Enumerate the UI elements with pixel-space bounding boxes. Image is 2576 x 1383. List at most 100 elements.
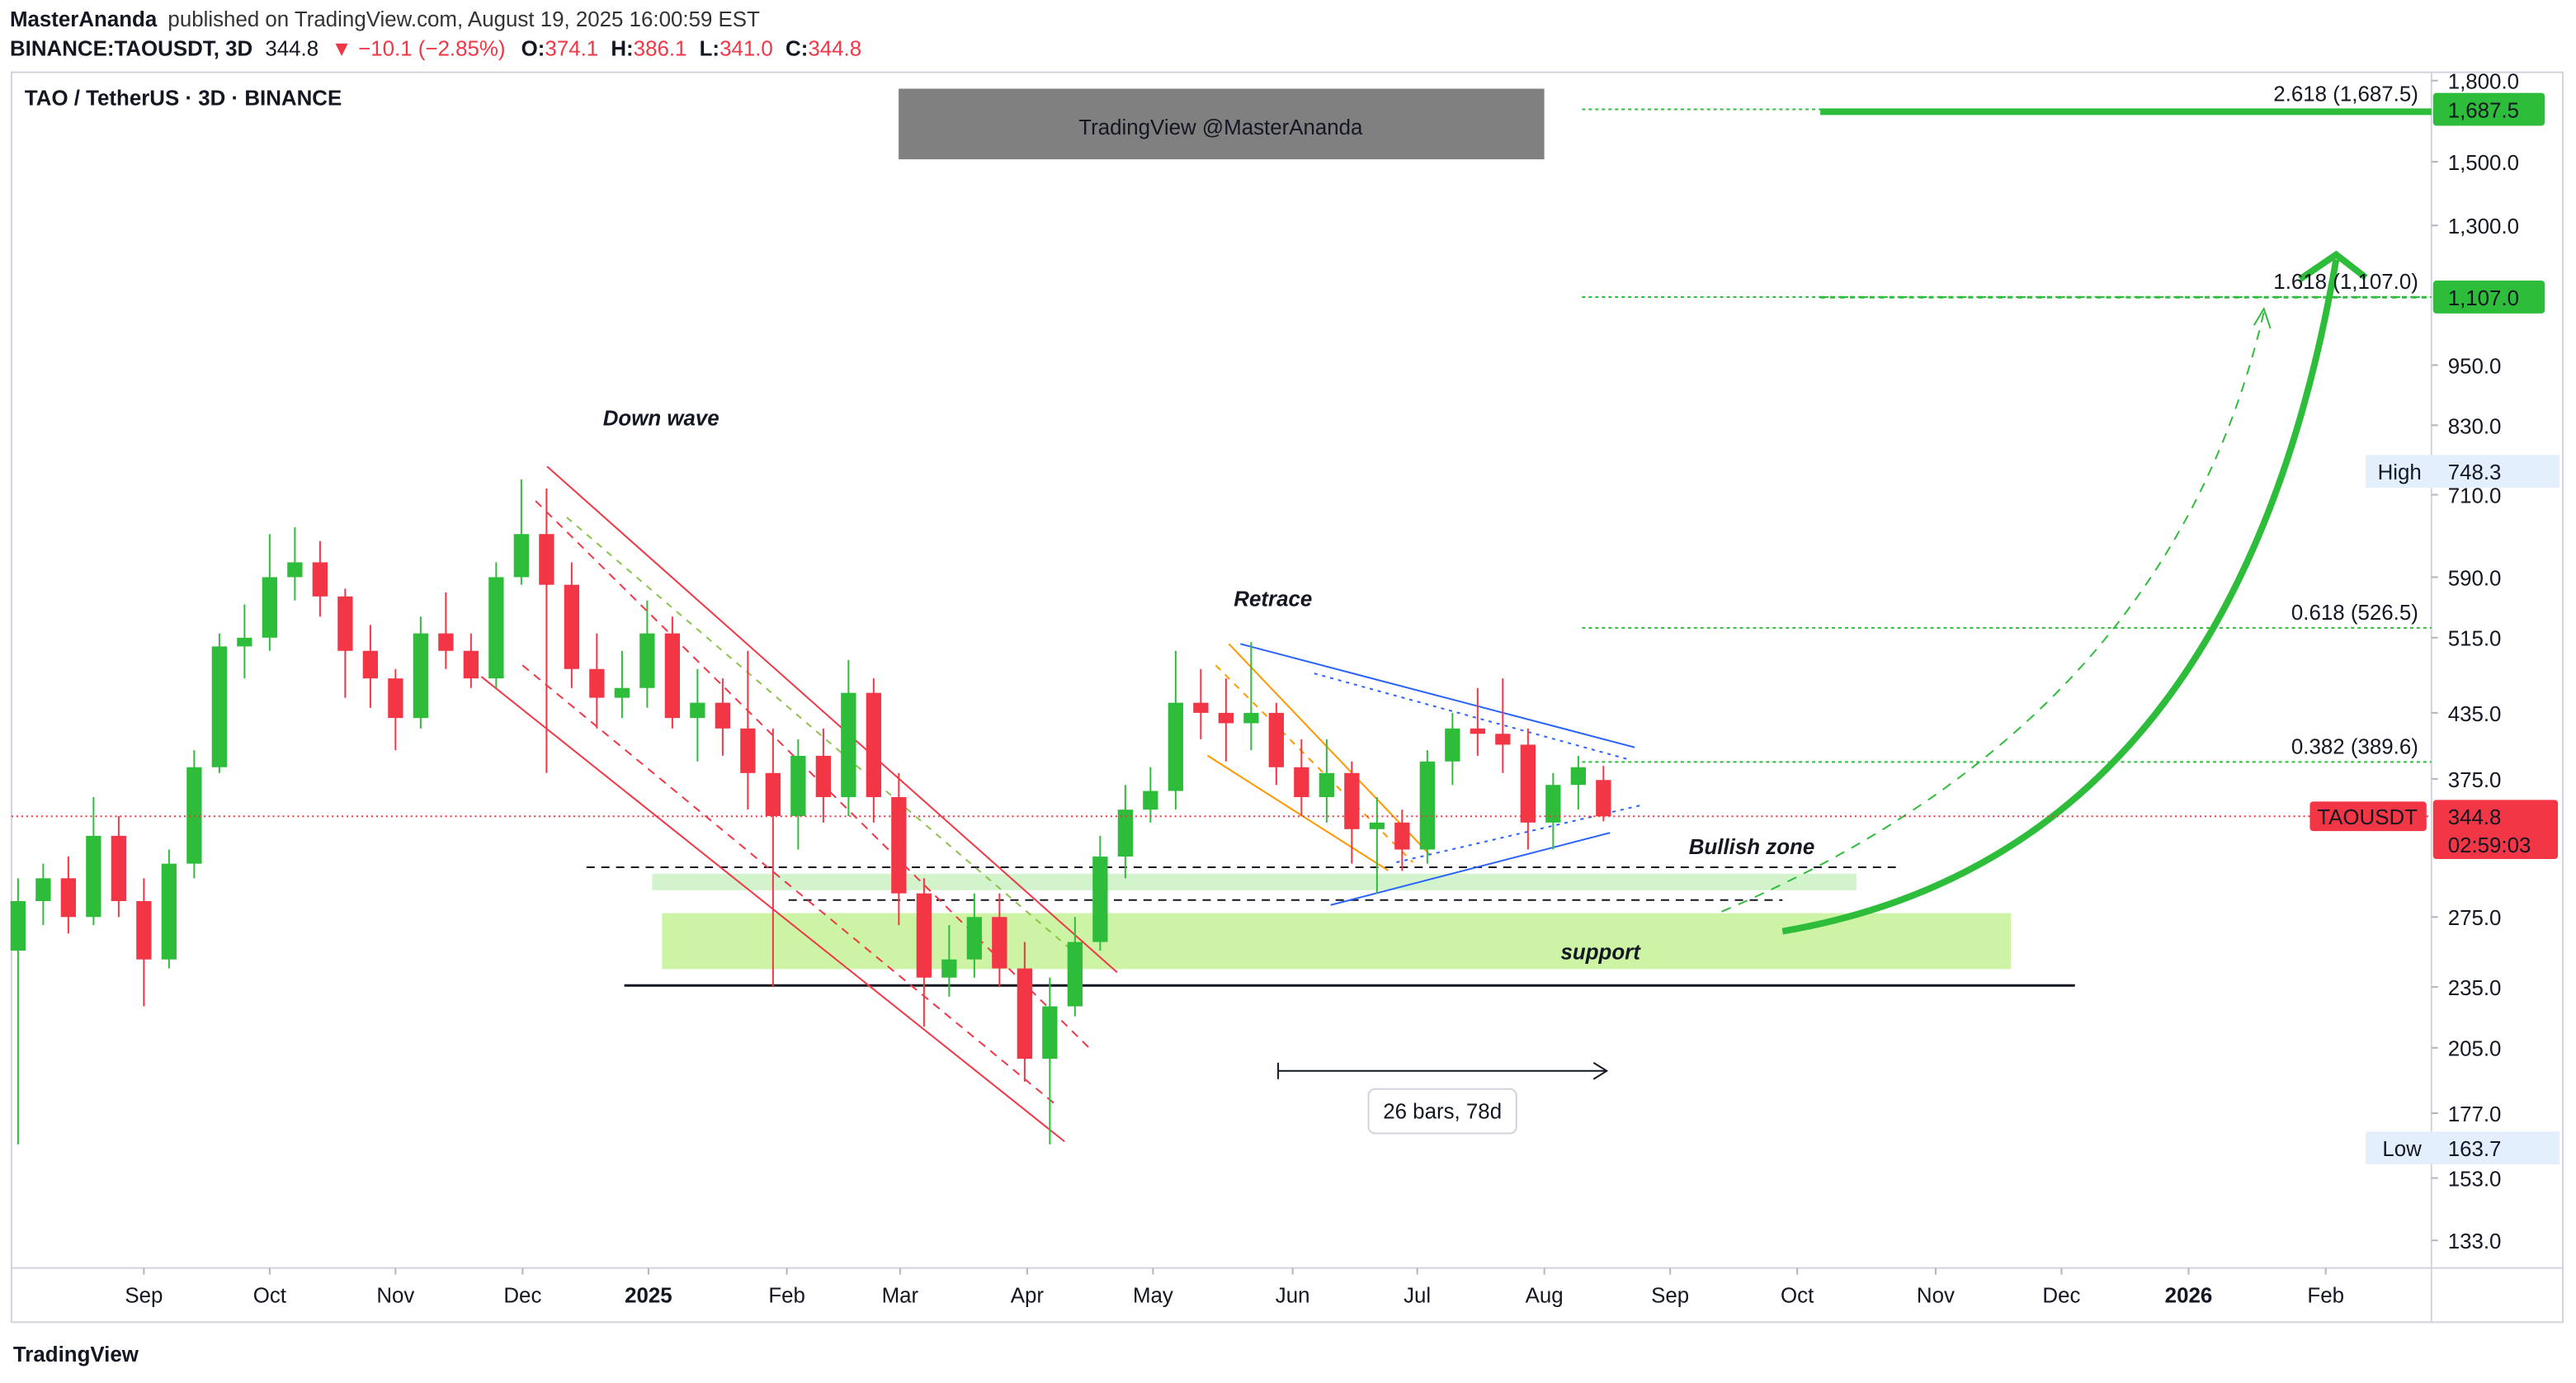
candle-body bbox=[86, 835, 101, 918]
ohlc-value: 374.1 bbox=[545, 38, 598, 61]
last-price: 344.8 bbox=[265, 38, 318, 61]
annotation: Bullish zone bbox=[1689, 836, 1814, 859]
candle-body bbox=[891, 796, 907, 894]
y-tick-label: 235.0 bbox=[2448, 977, 2502, 1000]
fib-price-tag-label: 1,107.0 bbox=[2448, 287, 2519, 310]
projection-arrow bbox=[1781, 258, 2340, 935]
last-price-label: 344.8 bbox=[2448, 806, 2502, 829]
candle-body bbox=[413, 633, 429, 719]
candle-body bbox=[866, 692, 882, 797]
candle-body bbox=[1143, 791, 1158, 810]
y-tick-label: 1,800.0 bbox=[2448, 71, 2519, 94]
annotation: support bbox=[1561, 941, 1642, 964]
price-tag-value: 163.7 bbox=[2448, 1138, 2502, 1161]
y-tick-label: 375.0 bbox=[2448, 769, 2502, 792]
candle-body bbox=[664, 633, 681, 719]
x-tick-label: May bbox=[1133, 1284, 1173, 1307]
candle-body bbox=[136, 901, 152, 960]
fib-label: 0.618 (526.5) bbox=[2291, 602, 2418, 625]
candle-body bbox=[1319, 772, 1335, 797]
x-tick-label: Apr bbox=[1011, 1284, 1045, 1307]
candle-body bbox=[262, 577, 278, 638]
footer-logo: TradingView bbox=[13, 1343, 139, 1366]
channel-line bbox=[566, 517, 1085, 962]
bullish-zone-band bbox=[652, 873, 1857, 890]
candle-body bbox=[1193, 702, 1209, 713]
candle-body bbox=[639, 633, 655, 688]
candle-body bbox=[488, 577, 504, 679]
y-tick-label: 710.0 bbox=[2448, 485, 2502, 508]
annotation: Down wave bbox=[603, 408, 719, 431]
channel-line bbox=[1228, 643, 1430, 855]
ohlc-label: L: bbox=[700, 38, 719, 61]
author: MasterAnanda bbox=[10, 8, 158, 31]
symbol-tag-label: TAOUSDT bbox=[2317, 806, 2418, 829]
fib-price-tag bbox=[2432, 92, 2545, 126]
candle-body bbox=[161, 863, 177, 960]
channel-line bbox=[1215, 664, 1414, 863]
annotation: Retrace bbox=[1234, 588, 1312, 611]
candle-body bbox=[1067, 942, 1083, 1007]
triangle-line bbox=[1314, 673, 1627, 760]
fib-label: 2.618 (1,687.5) bbox=[2273, 83, 2418, 106]
projection-dashed bbox=[1721, 311, 2265, 913]
candle-body bbox=[1168, 702, 1184, 791]
x-tick-label: Feb bbox=[768, 1284, 805, 1307]
candle-body bbox=[1218, 712, 1234, 724]
candle-body bbox=[1117, 810, 1134, 857]
candle-body bbox=[790, 755, 806, 816]
candle-body bbox=[111, 835, 127, 902]
projection-arrowhead bbox=[2298, 250, 2368, 282]
fib-price-tag bbox=[2432, 281, 2545, 314]
y-tick-label: 205.0 bbox=[2448, 1038, 2502, 1061]
candle-body bbox=[1268, 712, 1285, 767]
candle-body bbox=[211, 646, 228, 767]
candle-body bbox=[589, 668, 605, 698]
candle-body bbox=[35, 878, 51, 902]
y-tick-label: 950.0 bbox=[2448, 355, 2502, 378]
header-line-2: BINANCE:TAOUSDT, 3D 344.8 ▼ −10.1 (−2.85… bbox=[10, 38, 861, 61]
candle-body bbox=[715, 702, 731, 729]
header-line-1: MasterAnanda published on TradingView.co… bbox=[10, 8, 760, 31]
x-tick-label: Sep bbox=[1651, 1284, 1689, 1307]
candle-body bbox=[10, 901, 26, 951]
candle-body bbox=[1369, 822, 1385, 829]
candle-body bbox=[1419, 761, 1435, 850]
x-tick-label: Nov bbox=[376, 1284, 414, 1307]
candle-body bbox=[1596, 780, 1611, 817]
last-price-tag bbox=[2432, 800, 2559, 860]
y-tick-label: 435.0 bbox=[2448, 703, 2502, 726]
ohlc-value: 341.0 bbox=[719, 38, 773, 61]
candle-body bbox=[60, 878, 77, 918]
y-tick-label: 590.0 bbox=[2448, 567, 2502, 590]
triangle-line bbox=[1330, 832, 1611, 906]
y-tick-label: 153.0 bbox=[2448, 1168, 2502, 1192]
candle-body bbox=[1545, 785, 1561, 823]
candle-body bbox=[916, 893, 932, 978]
x-tick-label: Oct bbox=[253, 1284, 286, 1307]
candle-body bbox=[1520, 744, 1536, 823]
candle-body bbox=[992, 917, 1007, 969]
fib-label: 1.618 (1,107.0) bbox=[2273, 271, 2418, 294]
change: ▼ −10.1 (−2.85%) bbox=[331, 38, 505, 61]
projection-arrowhead bbox=[2253, 306, 2272, 329]
candle-body bbox=[186, 767, 202, 864]
symbol: BINANCE:TAOUSDT, 3D bbox=[10, 38, 252, 61]
x-tick-label: Sep bbox=[125, 1284, 163, 1307]
channel-line bbox=[521, 664, 1055, 1105]
candle-body bbox=[1294, 767, 1309, 797]
support-zone bbox=[662, 913, 2012, 970]
candle-body bbox=[337, 596, 353, 651]
candle-body bbox=[614, 687, 630, 698]
candle-body bbox=[1243, 712, 1259, 724]
candle-body bbox=[539, 534, 554, 585]
channel-line bbox=[546, 465, 1118, 974]
candle-body bbox=[690, 702, 705, 719]
symbol-tag bbox=[2309, 801, 2427, 832]
y-tick-label: 177.0 bbox=[2448, 1103, 2502, 1126]
triangle-line bbox=[1240, 643, 1635, 748]
candle-body bbox=[1570, 767, 1586, 786]
channel-line bbox=[1206, 754, 1389, 871]
x-tick-label: Dec bbox=[2042, 1284, 2080, 1307]
